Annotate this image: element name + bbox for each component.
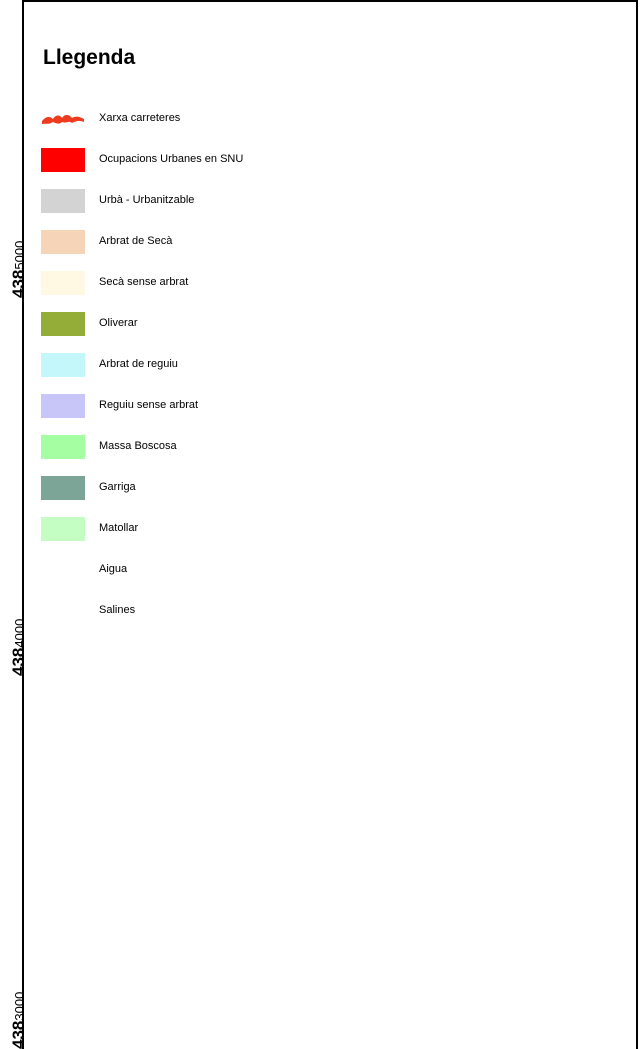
coordinate-label: 4385000 — [9, 240, 28, 298]
legend-label: Ocupacions Urbanes en SNU — [99, 153, 244, 165]
legend-label: Xarxa carreteres — [99, 112, 181, 124]
legend-label: Arbrat de Secà — [99, 235, 173, 247]
legend: Xarxa carreteres Ocupacions Urbanes en S… — [41, 98, 243, 631]
swatch-icon — [41, 557, 85, 582]
coordinate-label: 4383000 — [9, 991, 28, 1049]
legend-item-salines: Salines — [41, 590, 243, 631]
swatch-icon — [41, 475, 85, 500]
legend-label: Garriga — [99, 481, 136, 493]
legend-item-urba-urbanitzable: Urbà - Urbanitzable — [41, 180, 243, 221]
legend-item-oliverar: Oliverar — [41, 303, 243, 344]
legend-label: Reguiu sense arbrat — [99, 399, 199, 411]
swatch-icon — [41, 147, 85, 172]
legend-item-xarxa-carreteres: Xarxa carreteres — [41, 98, 243, 139]
legend-label: Aigua — [99, 563, 128, 575]
coordinate-major: 438 — [9, 1020, 28, 1049]
swatch-icon — [41, 270, 85, 295]
swatch-icon — [41, 516, 85, 541]
coordinate-minor: 4000 — [12, 618, 27, 648]
swatch-icon — [41, 229, 85, 254]
swatch-icon — [41, 393, 85, 418]
swatch-icon — [41, 188, 85, 213]
legend-item-aigua: Aigua — [41, 549, 243, 590]
coordinate-major: 438 — [9, 269, 28, 298]
road-line-icon — [41, 107, 85, 131]
legend-item-massa-boscosa: Massa Boscosa — [41, 426, 243, 467]
map-frame — [22, 0, 638, 1049]
swatch-icon — [41, 598, 85, 623]
swatch-icon — [41, 311, 85, 336]
legend-item-garriga: Garriga — [41, 467, 243, 508]
legend-label: Secà sense arbrat — [99, 276, 189, 288]
legend-label: Massa Boscosa — [99, 440, 177, 452]
legend-item-reguiu-sense-arbrat: Reguiu sense arbrat — [41, 385, 243, 426]
legend-label: Arbrat de reguiu — [99, 358, 178, 370]
swatch-icon — [41, 434, 85, 459]
coordinate-label: 4384000 — [9, 618, 28, 676]
legend-item-arbrat-de-seca: Arbrat de Secà — [41, 221, 243, 262]
swatch-icon — [41, 352, 85, 377]
legend-title: Llegenda — [43, 46, 136, 69]
legend-item-matollar: Matollar — [41, 508, 243, 549]
legend-item-seca-sense-arbrat: Secà sense arbrat — [41, 262, 243, 303]
legend-item-ocupacions-urbanes: Ocupacions Urbanes en SNU — [41, 139, 243, 180]
coordinate-minor: 5000 — [12, 240, 27, 270]
legend-label: Urbà - Urbanitzable — [99, 194, 195, 206]
coordinate-major: 438 — [9, 647, 28, 676]
legend-label: Matollar — [99, 522, 139, 534]
coordinate-minor: 3000 — [12, 991, 27, 1021]
legend-label: Salines — [99, 604, 136, 616]
legend-label: Oliverar — [99, 317, 138, 329]
legend-item-arbrat-de-reguiu: Arbrat de reguiu — [41, 344, 243, 385]
